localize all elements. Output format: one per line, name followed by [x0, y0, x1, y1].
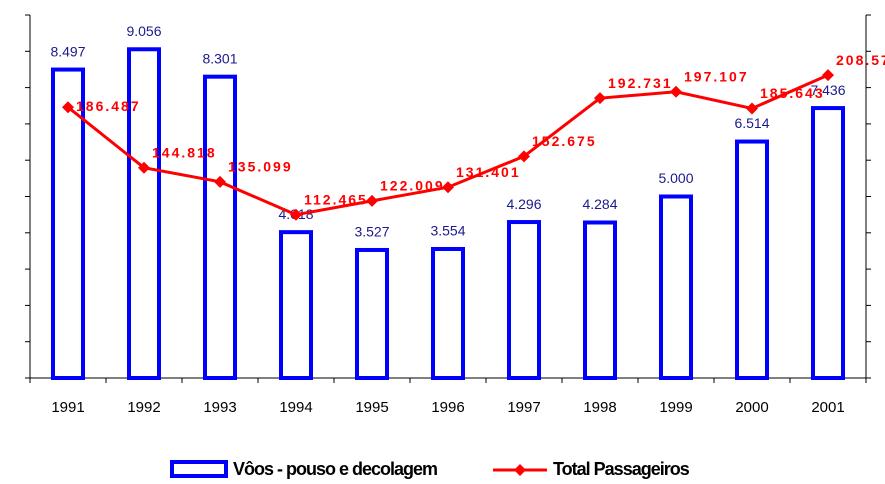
line-label: 122.009: [380, 178, 445, 194]
line-label: 152.675: [532, 133, 597, 149]
bar: [811, 106, 845, 380]
line-marker: [214, 175, 226, 188]
bar: [279, 230, 313, 380]
bar-label: 7.436: [810, 82, 845, 98]
x-tick-label: 1998: [583, 399, 616, 416]
x-tick-label: 1999: [659, 399, 692, 416]
bar-label: 9.056: [126, 23, 161, 39]
line-marker: [518, 150, 530, 163]
line-marker: [670, 85, 682, 98]
legend-label: Total Passageiros: [553, 459, 690, 479]
line-label: 135.099: [228, 159, 293, 175]
line-marker: [442, 181, 454, 194]
x-tick-label: 1997: [507, 399, 540, 416]
x-tick-label: 1992: [127, 399, 160, 416]
x-tick-label: 1995: [355, 399, 388, 416]
bar-label: 3.527: [354, 224, 389, 240]
line-label: 208.577: [836, 52, 885, 68]
bar-label: 8.497: [50, 43, 85, 59]
line-label: 131.401: [456, 164, 521, 180]
line-label: 144.818: [152, 144, 217, 160]
line-marker: [138, 161, 150, 174]
bar-label: 5.000: [658, 170, 693, 186]
line-marker: [822, 69, 834, 82]
x-tick-label: 1996: [431, 399, 464, 416]
x-tick-label: 2000: [735, 399, 768, 416]
bar-label: 3.554: [430, 223, 465, 239]
line-marker: [594, 92, 606, 105]
bar: [127, 47, 161, 380]
legend-swatch: [170, 460, 228, 478]
line-label: 185.643: [760, 85, 825, 101]
line-marker: [366, 194, 378, 207]
line-label: 112.465: [304, 191, 368, 207]
bar-label: 8.301: [202, 50, 237, 66]
line-marker: [746, 102, 758, 115]
line-label: 192.731: [608, 75, 673, 91]
legend-swatch: [514, 464, 526, 476]
line-label: 186.487: [76, 98, 141, 114]
x-tick-label: 1993: [203, 399, 236, 416]
bar-label: 6.514: [734, 115, 769, 131]
bar: [203, 74, 237, 380]
bar: [659, 194, 693, 380]
bar: [507, 220, 541, 380]
x-tick-label: 1994: [279, 399, 312, 416]
line-label: 197.107: [684, 69, 749, 85]
legend-label: Vôos - pouso e decolagem: [233, 459, 437, 479]
x-tick-label: 1991: [51, 399, 84, 416]
x-tick-label: 2001: [811, 399, 844, 416]
line-marker: [62, 101, 74, 114]
bar: [51, 67, 85, 380]
bar: [431, 246, 465, 380]
bar-label: 4.296: [506, 196, 541, 212]
bar: [355, 247, 389, 380]
bar-label: 4.284: [582, 196, 617, 212]
bar: [583, 220, 617, 380]
line-marker: [290, 208, 302, 221]
bar: [735, 139, 769, 380]
